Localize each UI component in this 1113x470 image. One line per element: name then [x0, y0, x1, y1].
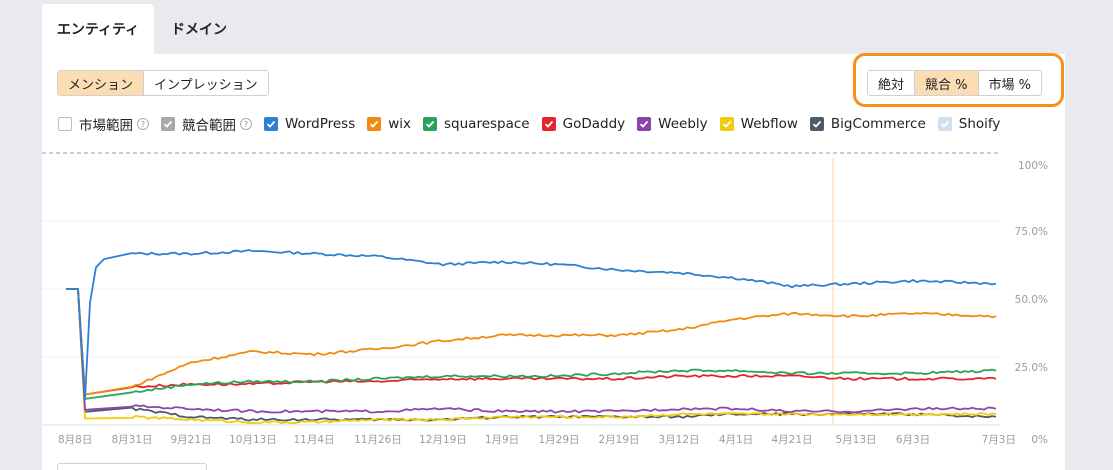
x-tick-label: 3月12日	[658, 434, 699, 446]
series-line-weebly	[66, 288, 997, 414]
absolute-option[interactable]: 絶対	[878, 77, 905, 93]
series-line-squarespace	[66, 288, 997, 400]
x-tick-label: 1月9日	[485, 434, 519, 446]
legend-item-shoify[interactable]: Shoify	[937, 116, 1001, 132]
x-tick-label: 4月1日	[719, 434, 753, 446]
checkbox-checked-icon	[937, 117, 952, 131]
x-tick-label: 2月19日	[598, 434, 639, 446]
legend-label: Weebly	[658, 116, 708, 132]
checkbox-icon	[58, 117, 72, 131]
y-tick-label: 50.0%	[1015, 294, 1048, 306]
checkbox-checked-icon	[541, 117, 556, 131]
tab-bar: エンティティ ドメイン	[42, 4, 244, 54]
y-tick-label: 25.0%	[1015, 362, 1048, 374]
help-icon[interactable]: ?	[137, 118, 149, 130]
legend-label: wix	[388, 116, 412, 132]
x-tick-label: 7月3日	[982, 434, 1016, 446]
tab-entity[interactable]: エンティティ	[42, 4, 154, 54]
legend-item-webflow[interactable]: Webflow	[719, 116, 798, 132]
competitor-percent-option[interactable]: 競合 %	[914, 71, 978, 95]
x-tick-label: 10月13日	[229, 434, 277, 446]
series-line-bigcommerce	[66, 288, 997, 422]
x-tick-label: 8月8日	[58, 434, 92, 446]
help-icon[interactable]: ?	[240, 118, 252, 130]
x-tick-label: 4月21日	[771, 434, 812, 446]
series-line-wordpress	[66, 249, 997, 401]
legend-item-weebly[interactable]: Weebly	[637, 116, 708, 132]
legend-item-wordpress[interactable]: WordPress	[264, 116, 355, 132]
tab-domain[interactable]: ドメイン	[171, 22, 227, 38]
checkbox-checked-icon	[161, 117, 175, 131]
legend-label: squarespace	[444, 116, 530, 132]
legend-item-market-range[interactable]: 市場範囲 ?	[58, 114, 149, 134]
legend-item-squarespace[interactable]: squarespace	[423, 116, 530, 132]
x-tick-label: 6月3日	[896, 434, 930, 446]
legend-item-wix[interactable]: wix	[367, 116, 411, 132]
legend-item-competitor-range[interactable]: 競合範囲 ?	[161, 114, 252, 134]
checkbox-checked-icon	[637, 117, 652, 131]
legend-label: Shoify	[958, 116, 1001, 132]
legend-label: WordPress	[285, 116, 356, 132]
x-tick-label: 8月31日	[111, 434, 152, 446]
series-line-godaddy	[66, 288, 997, 396]
series-line-wix	[66, 288, 997, 396]
checkbox-checked-icon	[264, 117, 278, 131]
legend-item-bigcommerce[interactable]: BigCommerce	[809, 116, 926, 132]
legend-label: 競合範囲	[182, 118, 236, 134]
x-tick-label: 5月13日	[835, 434, 876, 446]
x-tick-label: 1月29日	[538, 434, 579, 446]
series-line-webflow	[66, 288, 997, 425]
mention-option[interactable]: メンション	[58, 71, 144, 95]
scale-toggle: 絶対 競合 % 市場 %	[867, 70, 1043, 96]
market-percent-option[interactable]: 市場 %	[977, 71, 1041, 95]
y-tick-label: 75.0%	[1015, 226, 1048, 238]
checkbox-checked-icon	[423, 117, 438, 131]
x-tick-label: 9月21日	[170, 434, 211, 446]
legend-label: 市場範囲	[79, 118, 133, 134]
y-tick-label: 100%	[1018, 160, 1048, 172]
checkbox-checked-icon	[719, 117, 734, 131]
impression-option[interactable]: インプレッション	[143, 71, 268, 95]
legend: 市場範囲 ? 競合範囲 ? WordPress wix squarespace …	[58, 114, 1012, 134]
legend-label: BigCommerce	[830, 116, 926, 132]
x-tick-label: 11月26日	[354, 434, 402, 446]
checkbox-checked-icon	[367, 117, 382, 131]
x-tick-label: 11月4日	[293, 434, 334, 446]
legend-label: GoDaddy	[562, 116, 626, 132]
bottom-dropdown[interactable]	[57, 463, 207, 470]
legend-label: Webflow	[740, 116, 798, 132]
legend-item-godaddy[interactable]: GoDaddy	[541, 116, 626, 132]
checkbox-checked-icon	[809, 117, 824, 131]
metric-toggle: メンション インプレッション	[57, 70, 269, 96]
x-tick-label: 12月19日	[419, 434, 467, 446]
y-tick-label: 0%	[1031, 434, 1048, 446]
